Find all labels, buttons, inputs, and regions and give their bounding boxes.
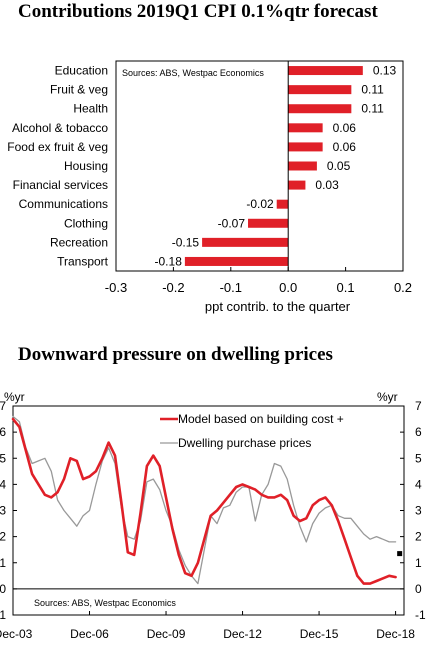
source-note: Sources: ABS, Westpac Economics bbox=[34, 598, 176, 608]
chart2-title: Downward pressure on dwelling prices bbox=[18, 344, 333, 365]
bar-financial-services bbox=[288, 180, 306, 190]
value-label: -0.07 bbox=[218, 216, 246, 230]
y-tick-label-left: 4 bbox=[0, 477, 6, 491]
x-tick-label: Dec-03 bbox=[0, 627, 33, 641]
y-tick-label-right: 1 bbox=[415, 556, 422, 570]
y-tick-label-right: 3 bbox=[415, 504, 422, 518]
value-label: 0.13 bbox=[373, 64, 397, 78]
value-label: 0.03 bbox=[315, 178, 339, 192]
x-tick-label: -0.1 bbox=[220, 280, 242, 295]
value-label: -0.18 bbox=[155, 254, 183, 268]
bar-fruit-veg bbox=[288, 85, 352, 95]
y-tick-label-left: 1 bbox=[0, 556, 6, 570]
category-label: Financial services bbox=[13, 178, 108, 192]
forecast-point-marker bbox=[397, 551, 403, 557]
category-label: Education bbox=[55, 64, 108, 78]
x-axis-label: ppt contrib. to the quarter bbox=[205, 299, 351, 314]
y-tick-label-right: -1 bbox=[415, 608, 426, 622]
y-tick-label-right: 4 bbox=[415, 477, 422, 491]
x-tick-label: Dec-15 bbox=[300, 627, 339, 641]
y-tick-label-left: 2 bbox=[0, 530, 6, 544]
category-label: Communications bbox=[19, 197, 108, 211]
category-label: Food ex fruit & veg bbox=[7, 140, 108, 154]
x-tick-label: Dec-06 bbox=[70, 627, 109, 641]
value-label: 0.05 bbox=[327, 159, 351, 173]
chart1-plot-frame bbox=[115, 60, 404, 272]
x-tick-label: 0.0 bbox=[279, 280, 297, 295]
y-tick-label-left: 0 bbox=[0, 582, 6, 596]
value-label: 0.06 bbox=[333, 121, 357, 135]
bar-housing bbox=[288, 161, 317, 171]
y-tick-label-right: 2 bbox=[415, 530, 422, 544]
bar-communications bbox=[276, 199, 289, 209]
bar-transport bbox=[184, 256, 289, 266]
x-tick-label: 0.2 bbox=[394, 280, 412, 295]
contributions-bar-chart: Education 0.13 Fruit & veg 0.11 Health 0.11 Al… bbox=[7, 60, 412, 314]
y-tick-label-right: 5 bbox=[415, 451, 422, 465]
y-tick-label-left: 6 bbox=[0, 425, 6, 439]
y-tick-label-left: 7 bbox=[0, 399, 6, 413]
chart1-title: Contributions 2019Q1 CPI 0.1%qtr forecas… bbox=[18, 1, 378, 22]
bar-education bbox=[288, 66, 363, 76]
series-model-line bbox=[11, 417, 397, 585]
bar-alcohol-tobacco bbox=[288, 123, 323, 133]
value-label: 0.11 bbox=[361, 83, 384, 97]
bar-clothing bbox=[248, 218, 289, 228]
legend-label-dwelling: Dwelling purchase prices bbox=[178, 436, 311, 450]
x-tick-label: -0.3 bbox=[105, 280, 127, 295]
y-tick-label-right: 7 bbox=[415, 399, 422, 413]
category-label: Clothing bbox=[64, 216, 108, 230]
y-tick-label-left: 5 bbox=[0, 451, 6, 465]
y-tick-label-right: 0 bbox=[415, 582, 422, 596]
value-label: -0.15 bbox=[172, 235, 200, 249]
y-tick-label-left: 3 bbox=[0, 504, 6, 518]
value-label: 0.06 bbox=[333, 140, 357, 154]
x-tick-label: Dec-12 bbox=[223, 627, 262, 641]
x-tick-label: 0.1 bbox=[337, 280, 355, 295]
y-tick-label-right: 6 bbox=[415, 425, 422, 439]
bar-health bbox=[288, 104, 352, 114]
category-label: Health bbox=[73, 102, 108, 116]
x-tick-label: Dec-09 bbox=[147, 627, 186, 641]
category-label: Fruit & veg bbox=[50, 83, 108, 97]
legend-label-model: Model based on building cost + bbox=[178, 412, 344, 426]
y-unit-right: %yr bbox=[377, 390, 398, 404]
y-tick-label-left: -1 bbox=[0, 608, 6, 622]
bar-recreation bbox=[202, 237, 289, 247]
y-unit-left: %yr bbox=[4, 390, 25, 404]
source-note: Sources: ABS, Westpac Economics bbox=[122, 68, 264, 78]
category-label: Alcohol & tobacco bbox=[12, 121, 108, 135]
category-label: Recreation bbox=[50, 235, 108, 249]
x-tick-label: Dec-18 bbox=[376, 627, 415, 641]
value-label: -0.02 bbox=[246, 197, 274, 211]
value-label: 0.11 bbox=[361, 102, 384, 116]
category-label: Housing bbox=[64, 159, 108, 173]
bar-food-ex-fruit-veg bbox=[288, 142, 323, 152]
category-label: Transport bbox=[57, 254, 109, 268]
x-tick-label: -0.2 bbox=[162, 280, 184, 295]
